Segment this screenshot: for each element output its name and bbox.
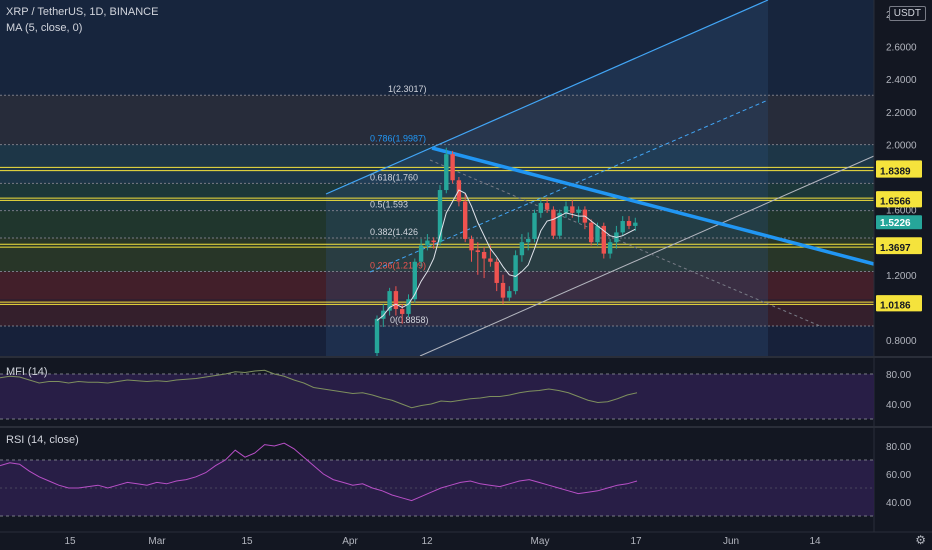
- channel-upper-line: [325, 0, 769, 195]
- rsi-tick-label: 40.00: [886, 498, 911, 509]
- candle-body: [431, 240, 436, 243]
- price-tick-label: 2.0000: [886, 140, 917, 151]
- price-tick-label: 2.2000: [886, 108, 917, 119]
- candle-body: [444, 154, 449, 191]
- fib-label: 0.618(1.760: [370, 172, 418, 182]
- candle-body: [607, 242, 613, 254]
- fib-band: [0, 271, 874, 300]
- price-badge: [876, 297, 922, 312]
- price-badge: [876, 163, 922, 178]
- candle-body: [557, 212, 562, 236]
- candle-body: [488, 258, 493, 262]
- price-badge-label: 1.0186: [880, 300, 911, 311]
- candle-body: [481, 251, 487, 259]
- candle-body: [412, 261, 417, 300]
- time-tick-label: Mar: [148, 536, 166, 547]
- time-tick-label: 12: [421, 536, 433, 547]
- price-tick-label: 2.4000: [886, 75, 917, 86]
- candle-body: [475, 250, 480, 252]
- candle-body: [494, 261, 499, 283]
- price-badge: [876, 240, 922, 255]
- ma-indicator-label[interactable]: MA (5, close, 0): [6, 22, 83, 34]
- candle-body: [507, 291, 512, 298]
- price-badge-label: 1.5226: [880, 218, 911, 229]
- channel-lower-line: [419, 155, 875, 357]
- candle-body: [576, 209, 581, 213]
- candle-body: [418, 245, 424, 262]
- fib-band: [0, 95, 874, 145]
- fib-band: [0, 299, 874, 327]
- mfi-line: [0, 369, 638, 409]
- symbol-title[interactable]: XRP / TetherUS, 1D, BINANCE: [6, 6, 159, 18]
- candle-body: [620, 221, 625, 233]
- candle-body: [406, 299, 411, 314]
- fib-label: 1(2.3017): [388, 84, 427, 94]
- candle-body: [563, 206, 569, 213]
- rsi-line: [0, 442, 638, 502]
- mfi-tick-label: 80.00: [886, 370, 911, 381]
- candle-body: [589, 222, 594, 243]
- candle-body: [437, 190, 443, 243]
- candle-body: [469, 238, 474, 251]
- candle-body: [532, 212, 537, 239]
- rsi-label[interactable]: RSI (14, close): [6, 434, 79, 446]
- candle-body: [463, 201, 468, 239]
- candle-body: [374, 318, 380, 354]
- price-tick-label: 0.8000: [886, 336, 917, 347]
- time-tick-label: May: [531, 536, 550, 547]
- fib-label: 0.382(1.426: [370, 227, 418, 237]
- fib-band: [0, 183, 874, 211]
- candle-body: [513, 255, 518, 292]
- rsi-tick-label: 80.00: [886, 442, 911, 453]
- candle-body: [519, 242, 525, 256]
- candle-body: [500, 282, 506, 298]
- price-tick-label: 2.6000: [886, 43, 917, 54]
- candle-body: [601, 225, 606, 254]
- gear-icon[interactable]: ⚙: [915, 533, 926, 547]
- time-tick-label: Jun: [723, 536, 739, 547]
- candle-body: [400, 309, 405, 314]
- price-badge: [876, 215, 922, 230]
- ma-line: [376, 189, 636, 321]
- rsi-tick-label: 60.00: [886, 470, 911, 481]
- fib-label: 0(0.8858): [390, 315, 429, 325]
- price-badge-label: 1.3697: [880, 243, 911, 254]
- price-tick-label: 1.6000: [886, 206, 917, 217]
- candle-body: [387, 291, 392, 311]
- time-tick-label: Apr: [342, 536, 358, 547]
- candle-body: [633, 222, 638, 226]
- candle-body: [570, 206, 575, 213]
- mfi-label[interactable]: MFI (14): [6, 366, 48, 378]
- currency-button[interactable]: USDT: [888, 6, 926, 21]
- mfi-tick-label: 40.00: [886, 400, 911, 411]
- descending-trendline: [431, 146, 875, 266]
- candle-body: [595, 225, 600, 243]
- time-tick-label: 15: [64, 536, 76, 547]
- candle-body: [425, 240, 430, 246]
- time-tick-label: 15: [241, 536, 253, 547]
- candle-body: [450, 154, 455, 181]
- candle-body: [538, 203, 543, 213]
- price-badge-label: 1.8389: [880, 167, 911, 178]
- candle-body: [393, 291, 399, 310]
- candle-body: [526, 238, 531, 243]
- fib-label: 0.236(1.2199): [370, 261, 426, 271]
- candle-body: [544, 203, 550, 210]
- candle-body: [626, 221, 632, 226]
- candle-body: [551, 209, 556, 236]
- fib-label: 0.5(1.593: [370, 200, 408, 210]
- price-tick-label: 1.2000: [886, 271, 917, 282]
- time-tick-label: 14: [809, 536, 821, 547]
- fib-label: 0.786(1.9987): [370, 134, 426, 144]
- price-badge-label: 1.6566: [880, 196, 911, 207]
- channel-mid-line: [369, 99, 769, 273]
- price-badge: [876, 193, 922, 208]
- time-tick-label: 17: [630, 536, 642, 547]
- projection-line: [429, 159, 821, 327]
